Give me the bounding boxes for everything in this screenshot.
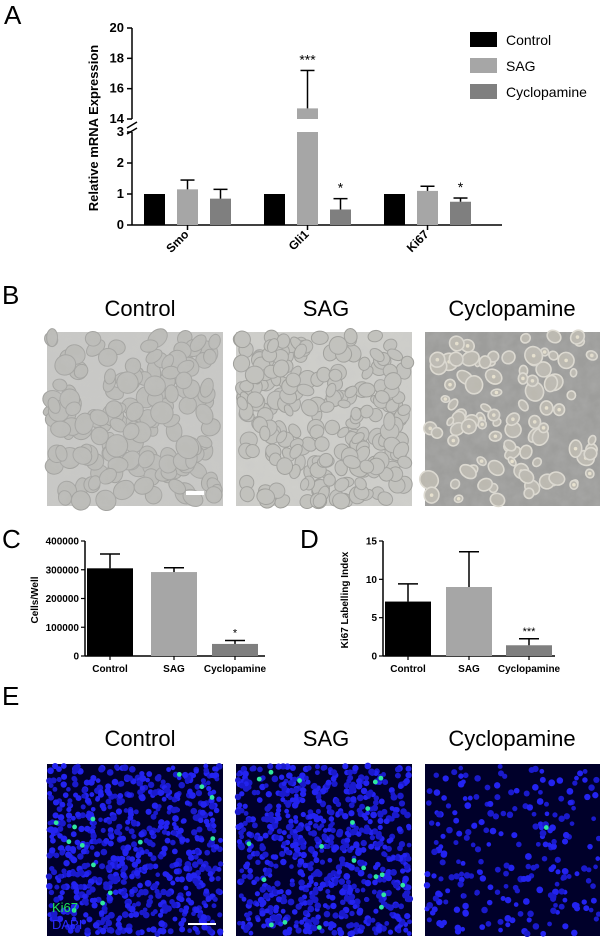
chart-c-category-label: SAG [163,664,185,675]
chart-a-bar [384,194,405,225]
chart-a-bar [450,201,471,225]
chart-a-bar [264,194,285,225]
chart-a-break-mark [126,127,138,135]
chart-c-category-label: Control [92,664,128,675]
chart-d-error-bar [459,550,479,587]
chart-a-bar [330,209,351,225]
chart-a-error-bar [213,188,228,199]
chart-a-category-label: Smo [163,227,191,255]
scale-bar-e [188,923,216,925]
chart-a-category-label: Ki67 [404,227,432,255]
chart-a-bar [297,108,318,119]
micrographs-b [42,328,600,512]
chart-a-error-bar [453,197,468,202]
chart-a-ytick-label: 18 [110,50,124,65]
chart-d-bar [446,587,492,656]
chart-c-bar [212,643,258,656]
chart-a-significance: *** [299,51,316,67]
chart-a-significance: * [458,179,464,195]
chart-a-break-mark [126,121,138,129]
chart-a-category-label: Gli1 [286,227,312,253]
chart-d-bar [385,601,431,656]
panel-letter-d: D [300,524,319,554]
stain-label-ki67: Ki67 [52,900,78,915]
chart-a-error-bar [420,185,435,191]
chart-a-bar [210,198,231,225]
chart-d-ytick-label: 5 [371,613,377,624]
chart-c-category-label: Cyclopamine [204,664,267,675]
chart-a-ytick-label: 14 [110,111,125,126]
micrograph-e-1 [234,762,414,937]
chart-d-ytick-label: 0 [371,652,377,663]
panel-letter-a: A [4,0,22,30]
chart-c-ytick-label: 200000 [46,594,80,605]
chart-d: 0 5 10 15 Control SAG Cyclopamine *** [366,537,561,676]
b-title-control: Control [105,296,176,321]
b-title-cyclopamine: Cyclopamine [448,296,575,321]
chart-a-bar [417,190,438,225]
chart-a-ytick-label: 3 [117,124,124,139]
scale-bar-b [186,491,204,495]
micrograph-e-0 [45,762,224,937]
panel-letter-b: B [2,280,19,310]
micrograph-b-0 [42,328,223,512]
e-title-sag: SAG [303,726,349,751]
micrograph-e-2 [423,763,600,937]
chart-c-error-bar [225,639,245,644]
chart-d-category-label: SAG [458,664,480,675]
micrographs-e [45,762,600,937]
chart-d-bar [506,645,552,656]
chart-a-error-bar [180,179,195,190]
chart-d-significance: *** [523,626,537,638]
chart-d-ytick-label: 10 [366,575,378,586]
chart-a-legend-swatch [470,32,497,47]
chart-a-bar [297,132,318,225]
chart-c-ytick-label: 300000 [46,565,80,576]
chart-a-error-bar [333,197,348,210]
chart-a-legend-label: SAG [506,58,536,74]
chart-a-ytick-label: 2 [117,155,124,170]
chart-a-ytick-label: 0 [117,217,124,232]
stain-label-dapi: DAPI [52,917,82,932]
chart-a-ytick-label: 20 [110,20,124,35]
micrograph-b-2 [418,329,600,508]
chart-c-bar [151,572,197,656]
chart-a-ytick-label: 16 [110,81,124,96]
chart-c-ylabel: Cells/Well [30,576,41,623]
chart-d-category-label: Cyclopamine [498,664,561,675]
chart-a-legend-label: Cyclopamine [506,84,587,100]
chart-c-significance: * [233,627,238,639]
chart-a-legend: Control SAG Cyclopamine [470,32,587,100]
chart-a-significance: * [338,180,344,196]
chart-a-legend-label: Control [506,32,551,48]
chart-a-bar [177,189,198,225]
b-title-sag: SAG [303,296,349,321]
chart-a-legend-swatch [470,58,497,73]
chart-a-error-bar [300,69,315,109]
micrograph-b-1 [232,328,415,510]
chart-d-ytick-label: 15 [366,537,378,548]
chart-c-ytick-label: 0 [73,652,79,663]
chart-c-ytick-label: 400000 [46,537,80,548]
chart-d-error-bar [519,638,539,646]
chart-c: 0 100000 200000 300000 400000 Control SAG Cyclo… [46,537,267,676]
chart-a-legend-swatch [470,84,497,99]
chart-a-ylabel: Relative mRNA Expression [86,45,101,211]
chart-c-bar [87,568,133,656]
chart-d-ylabel: Ki67 Labelling Index [340,551,351,648]
chart-d-error-bar [398,583,418,602]
chart-c-error-bar [164,566,184,573]
chart-a-bar [144,194,165,225]
chart-c-error-bar [100,553,120,569]
chart-d-category-label: Control [390,664,426,675]
chart-c-ytick-label: 100000 [46,623,80,634]
panel-letter-e: E [2,681,19,711]
panel-letter-c: C [2,524,21,554]
e-title-control: Control [105,726,176,751]
e-title-cyclopamine: Cyclopamine [448,726,575,751]
chart-a-ytick-label: 1 [117,186,124,201]
